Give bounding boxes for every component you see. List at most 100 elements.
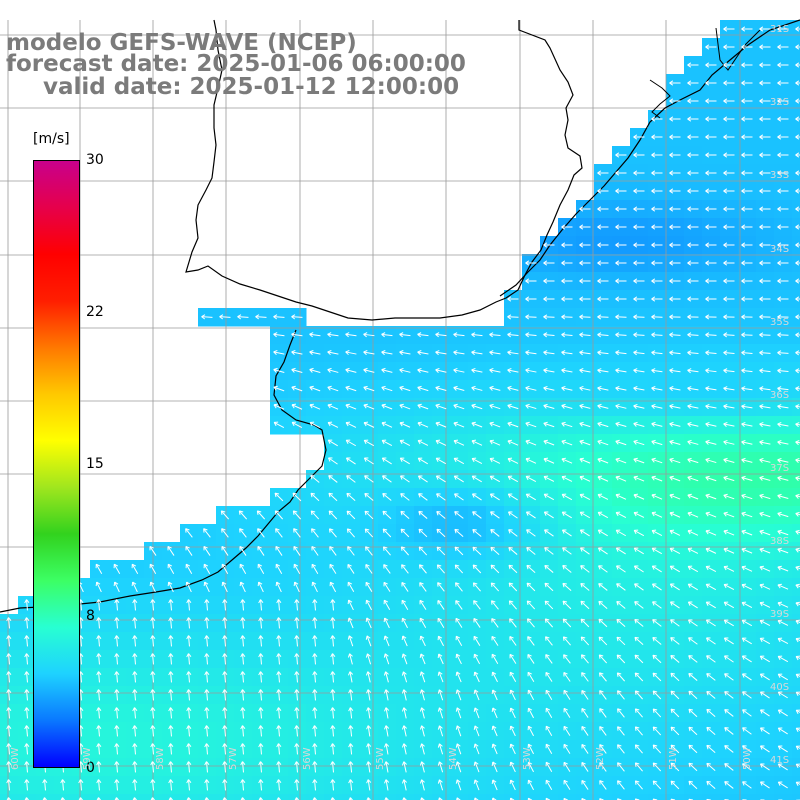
wind-arrow — [328, 457, 338, 465]
wind-cell — [792, 416, 800, 435]
lat-label: 41S — [770, 755, 789, 766]
wind-arrow — [633, 188, 645, 194]
wind-cell — [324, 794, 343, 800]
wind-arrow — [507, 296, 519, 302]
wind-arrow — [615, 439, 627, 446]
wind-arrow — [561, 260, 573, 266]
wind-arrow — [579, 206, 591, 212]
wind-arrow — [795, 26, 800, 32]
wind-arrow — [687, 134, 699, 140]
wind-arrow — [363, 367, 375, 373]
wind-arrow — [381, 457, 392, 465]
wind-arrow — [795, 296, 800, 302]
wind-arrow — [723, 152, 735, 158]
wind-arrow — [723, 134, 735, 140]
wind-arrow — [273, 349, 285, 356]
wind-arrow — [633, 260, 645, 266]
wind-arrow — [669, 134, 681, 140]
wind-cell — [504, 794, 523, 800]
wind-arrow — [687, 350, 699, 356]
wind-arrow — [777, 278, 789, 284]
wind-arrow — [651, 386, 663, 392]
wind-arrow — [777, 206, 789, 212]
wind-cell — [234, 794, 253, 800]
wind-arrow — [759, 404, 771, 410]
wind-arrow — [471, 332, 483, 338]
wind-cell — [792, 614, 800, 633]
wind-arrow — [381, 403, 393, 410]
wind-arrow — [489, 367, 501, 374]
wind-arrow — [741, 278, 753, 284]
wind-arrow — [687, 386, 699, 392]
wind-cell — [180, 794, 199, 800]
wind-arrow — [381, 332, 393, 338]
wind-arrow — [525, 260, 537, 266]
wind-cell — [792, 668, 800, 687]
wind-arrow — [489, 350, 501, 356]
wind-arrow — [345, 457, 356, 465]
wind-arrow — [741, 439, 753, 445]
wind-arrow — [723, 62, 735, 68]
wind-arrow — [453, 403, 465, 410]
wind-arrow — [435, 403, 447, 410]
wind-arrow — [651, 439, 663, 446]
wind-arrow — [273, 332, 285, 338]
wind-cell — [792, 632, 800, 651]
lagoon-outline — [715, 27, 761, 71]
wind-arrow — [579, 439, 591, 446]
wind-arrow — [687, 80, 699, 86]
wind-arrow — [633, 403, 645, 409]
wind-arrow — [345, 332, 357, 338]
wind-arrow — [543, 332, 555, 338]
wind-arrow — [669, 314, 681, 320]
wind-arrow — [795, 404, 800, 410]
lat-label: 36S — [770, 390, 789, 401]
wind-arrow — [525, 350, 537, 356]
wind-arrow — [345, 421, 357, 428]
wind-cell — [720, 794, 739, 800]
wind-cell — [630, 794, 649, 800]
wind-arrow — [363, 439, 375, 447]
wind-arrow — [759, 26, 771, 32]
wind-cell — [54, 794, 73, 800]
wind-arrow — [759, 242, 771, 248]
wind-arrow — [669, 439, 681, 446]
wind-arrow — [759, 224, 771, 230]
wind-arrow — [597, 368, 609, 374]
lat-lon-grid — [0, 20, 800, 800]
wind-arrow — [651, 170, 663, 176]
wind-arrow — [453, 367, 465, 373]
wind-arrow — [705, 98, 717, 104]
wind-arrow — [615, 296, 627, 302]
wind-arrow — [561, 421, 573, 428]
wind-cell — [90, 794, 109, 800]
wind-arrow — [597, 188, 609, 194]
lat-label: 37S — [770, 463, 789, 474]
wind-arrow — [759, 368, 771, 374]
wind-arrow — [309, 367, 321, 373]
wind-arrow — [777, 260, 789, 266]
wind-arrow — [435, 385, 447, 392]
wind-arrow — [471, 439, 483, 446]
wind-arrow — [759, 386, 771, 392]
wind-arrow — [579, 278, 591, 284]
wind-arrow — [417, 457, 429, 465]
wind-arrow — [633, 152, 645, 158]
wind-arrow — [417, 350, 429, 356]
wind-arrow — [453, 421, 465, 428]
wind-arrow — [597, 260, 609, 266]
wind-cell — [306, 794, 325, 800]
lat-label: 32S — [770, 97, 789, 108]
wind-cell — [792, 650, 800, 669]
wind-arrow — [795, 368, 800, 374]
wind-arrow — [597, 278, 609, 284]
wind-arrow — [705, 62, 717, 68]
wind-arrow — [363, 421, 375, 428]
wind-arrow — [615, 421, 627, 428]
wind-arrow — [579, 403, 591, 409]
wind-cell — [216, 794, 235, 800]
wind-arrow — [561, 368, 573, 374]
wind-cell — [432, 794, 451, 800]
wind-arrow — [687, 314, 699, 320]
wind-arrow — [705, 116, 717, 122]
